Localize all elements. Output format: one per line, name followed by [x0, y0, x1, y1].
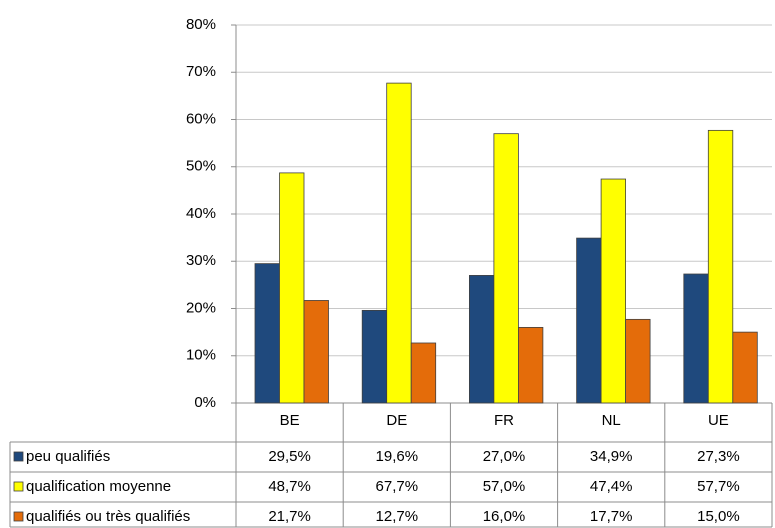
table-cell: 29,5%: [268, 448, 311, 465]
legend-swatch: [13, 451, 24, 462]
table-cell: 47,4%: [590, 478, 633, 495]
x-tick-label: BE: [280, 412, 300, 429]
table-cell: 27,3%: [697, 448, 740, 465]
legend-label: peu qualifiés: [26, 448, 110, 465]
bar: [279, 172, 305, 404]
table-cell: 17,7%: [590, 508, 633, 525]
y-tick-label: 40%: [186, 205, 216, 222]
legend-label: qualifiés ou très qualifiés: [26, 508, 190, 525]
table-cell: 19,6%: [376, 448, 419, 465]
table-cell: 27,0%: [483, 448, 526, 465]
y-tick-label: 30%: [186, 252, 216, 269]
table-cell: 16,0%: [483, 508, 526, 525]
bar: [493, 133, 519, 404]
legend-label: qualification moyenne: [26, 478, 171, 495]
bar: [518, 326, 544, 404]
table-cell: 12,7%: [376, 508, 419, 525]
table-cell: 67,7%: [376, 478, 419, 495]
table-cell: 57,7%: [697, 478, 740, 495]
y-tick-label: 70%: [186, 63, 216, 80]
y-tick-label: 20%: [186, 299, 216, 316]
bar: [410, 342, 437, 404]
x-tick-label: DE: [386, 412, 407, 429]
y-tick-label: 50%: [186, 158, 216, 175]
y-tick-label: 10%: [186, 347, 216, 364]
y-tick-label: 80%: [186, 16, 216, 33]
table-cell: 48,7%: [268, 478, 311, 495]
legend-swatch: [13, 511, 24, 522]
x-tick-label: NL: [602, 412, 621, 429]
bar: [361, 309, 388, 404]
table-cell: 34,9%: [590, 448, 633, 465]
table-cell: 15,0%: [697, 508, 740, 525]
table-cell: 57,0%: [483, 478, 526, 495]
bar: [386, 82, 412, 404]
x-tick-label: FR: [494, 412, 514, 429]
bar: [576, 237, 602, 404]
bar: [683, 273, 709, 404]
bar: [468, 275, 495, 404]
table-cell: 21,7%: [268, 508, 311, 525]
bar: [303, 300, 329, 404]
bar: [254, 263, 280, 404]
y-tick-label: 60%: [186, 110, 216, 127]
bar: [707, 129, 734, 404]
y-tick-label: 0%: [194, 394, 216, 411]
bar: [600, 178, 626, 404]
x-tick-label: UE: [708, 412, 729, 429]
bar: [732, 331, 758, 404]
bar: [625, 318, 651, 404]
legend-swatch: [13, 481, 24, 492]
